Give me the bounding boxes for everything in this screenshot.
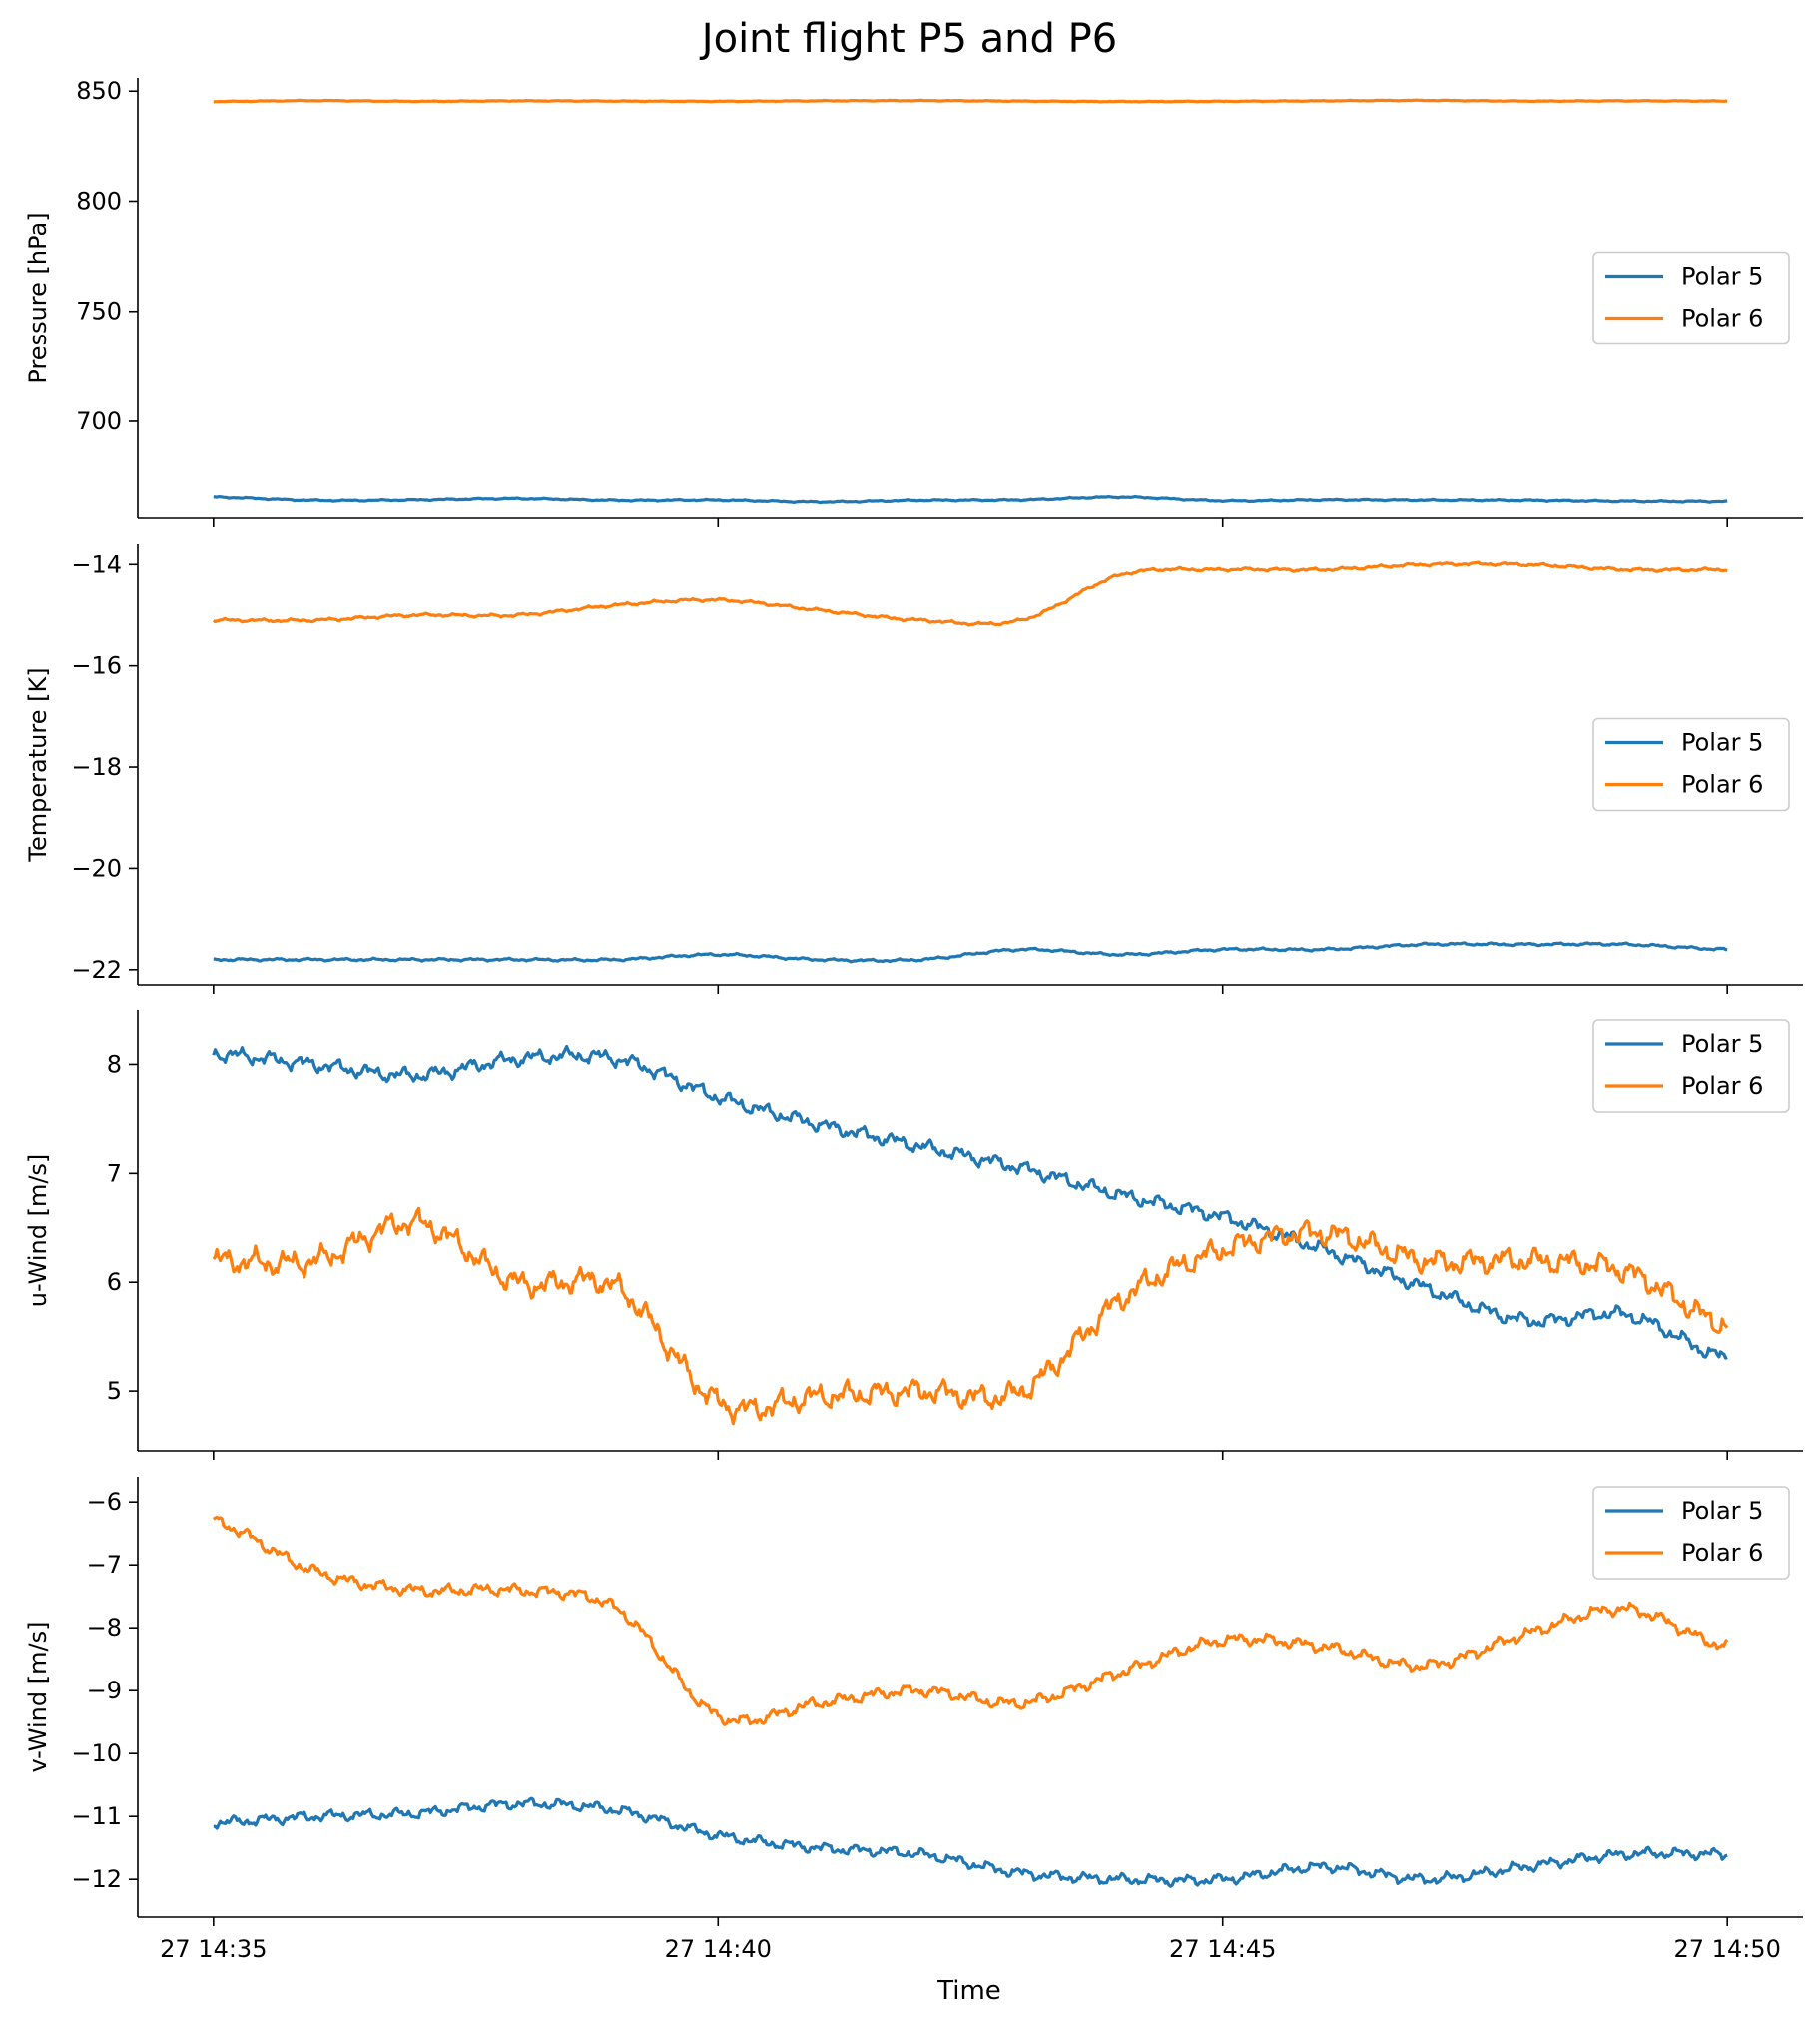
pressure-series-polar5-line xyxy=(213,494,1728,505)
temperature-legend: Polar 5 Polar 6 xyxy=(1592,717,1790,812)
temperature-series-polar6-line xyxy=(212,560,1728,627)
temperature-series-polar5-line xyxy=(213,941,1728,964)
pressure-series-polar6-line xyxy=(213,98,1728,104)
v-wind-y-tick-label: −9 xyxy=(87,1677,122,1704)
pressure-panel: 700 750 800 850 Pressure [hPa] Polar 5 Polar 6 xyxy=(24,77,1803,527)
v-wind-legend: Polar 5 Polar 6 xyxy=(1592,1486,1790,1580)
u-wind-series-polar5-line xyxy=(212,1044,1728,1360)
v-wind-legend-label-polar6: Polar 6 xyxy=(1681,1539,1763,1567)
v-wind-y-tick-label: −8 xyxy=(87,1614,122,1642)
temperature-y-tick-label: −16 xyxy=(71,652,122,680)
u-wind-panel: 5 6 7 8 u-Wind [m/s] Polar 5 Polar 6 xyxy=(24,1010,1803,1460)
v-wind-y-tick-label: −10 xyxy=(71,1739,122,1767)
v-wind-series-polar6-line xyxy=(212,1515,1729,1726)
pressure-legend-label-polar5: Polar 5 xyxy=(1681,263,1763,291)
u-wind-y-tick-label: 8 xyxy=(107,1050,122,1078)
pressure-y-tick-label: 750 xyxy=(76,298,122,326)
x-tick-label: 27 14:40 xyxy=(665,1935,772,1963)
u-wind-legend-label-polar5: Polar 5 xyxy=(1681,1030,1763,1058)
x-tick-label: 27 14:50 xyxy=(1674,1935,1781,1963)
u-wind-legend: Polar 5 Polar 6 xyxy=(1592,1019,1790,1113)
v-wind-series-polar5-line xyxy=(213,1796,1728,1888)
temperature-y-axis-label: Temperature [K] xyxy=(24,667,52,862)
pressure-legend-label-polar6: Polar 6 xyxy=(1681,305,1763,333)
v-wind-y-tick-label: −6 xyxy=(87,1488,122,1516)
pressure-y-tick-label: 800 xyxy=(76,187,122,215)
v-wind-y-axis-label: v-Wind [m/s] xyxy=(24,1622,52,1773)
x-tick-label: 27 14:45 xyxy=(1169,1935,1276,1963)
v-wind-legend-label-polar5: Polar 5 xyxy=(1681,1497,1763,1525)
pressure-y-axis-label: Pressure [hPa] xyxy=(24,212,52,383)
temperature-y-tick-label: −20 xyxy=(71,854,122,882)
temperature-legend-label-polar6: Polar 6 xyxy=(1681,771,1763,799)
subplot-stack: 700 750 800 850 Pressure [hPa] Polar 5 Polar 6… xyxy=(24,77,1803,1963)
v-wind-y-tick-label: −12 xyxy=(71,1865,122,1893)
pressure-y-tick-label: 700 xyxy=(76,407,122,435)
u-wind-y-tick-label: 6 xyxy=(107,1268,122,1296)
u-wind-series-polar6-line xyxy=(212,1206,1729,1426)
u-wind-y-tick-label: 7 xyxy=(107,1159,122,1187)
v-wind-y-tick-label: −7 xyxy=(87,1551,122,1579)
x-tick-label: 27 14:35 xyxy=(160,1935,267,1963)
u-wind-y-axis-label: u-Wind [m/s] xyxy=(24,1154,52,1308)
pressure-y-tick-label: 850 xyxy=(76,77,122,105)
pressure-legend: Polar 5 Polar 6 xyxy=(1592,251,1790,345)
v-wind-y-tick-label: −11 xyxy=(71,1802,122,1830)
temperature-y-tick-label: −18 xyxy=(71,753,122,781)
u-wind-legend-label-polar6: Polar 6 xyxy=(1681,1072,1763,1100)
v-wind-panel: −12 −11 −10 −9 −8 −7 −6 27 14:35 27 14:40 27 14:4… xyxy=(24,1477,1803,1963)
figure-title: Joint flight P5 and P6 xyxy=(699,16,1117,62)
temperature-y-tick-label: −22 xyxy=(71,956,122,984)
x-axis-label: Time xyxy=(936,1976,1001,2006)
temperature-legend-label-polar5: Polar 5 xyxy=(1681,729,1763,757)
temperature-y-tick-label: −14 xyxy=(71,550,122,578)
u-wind-y-tick-label: 5 xyxy=(107,1377,122,1405)
